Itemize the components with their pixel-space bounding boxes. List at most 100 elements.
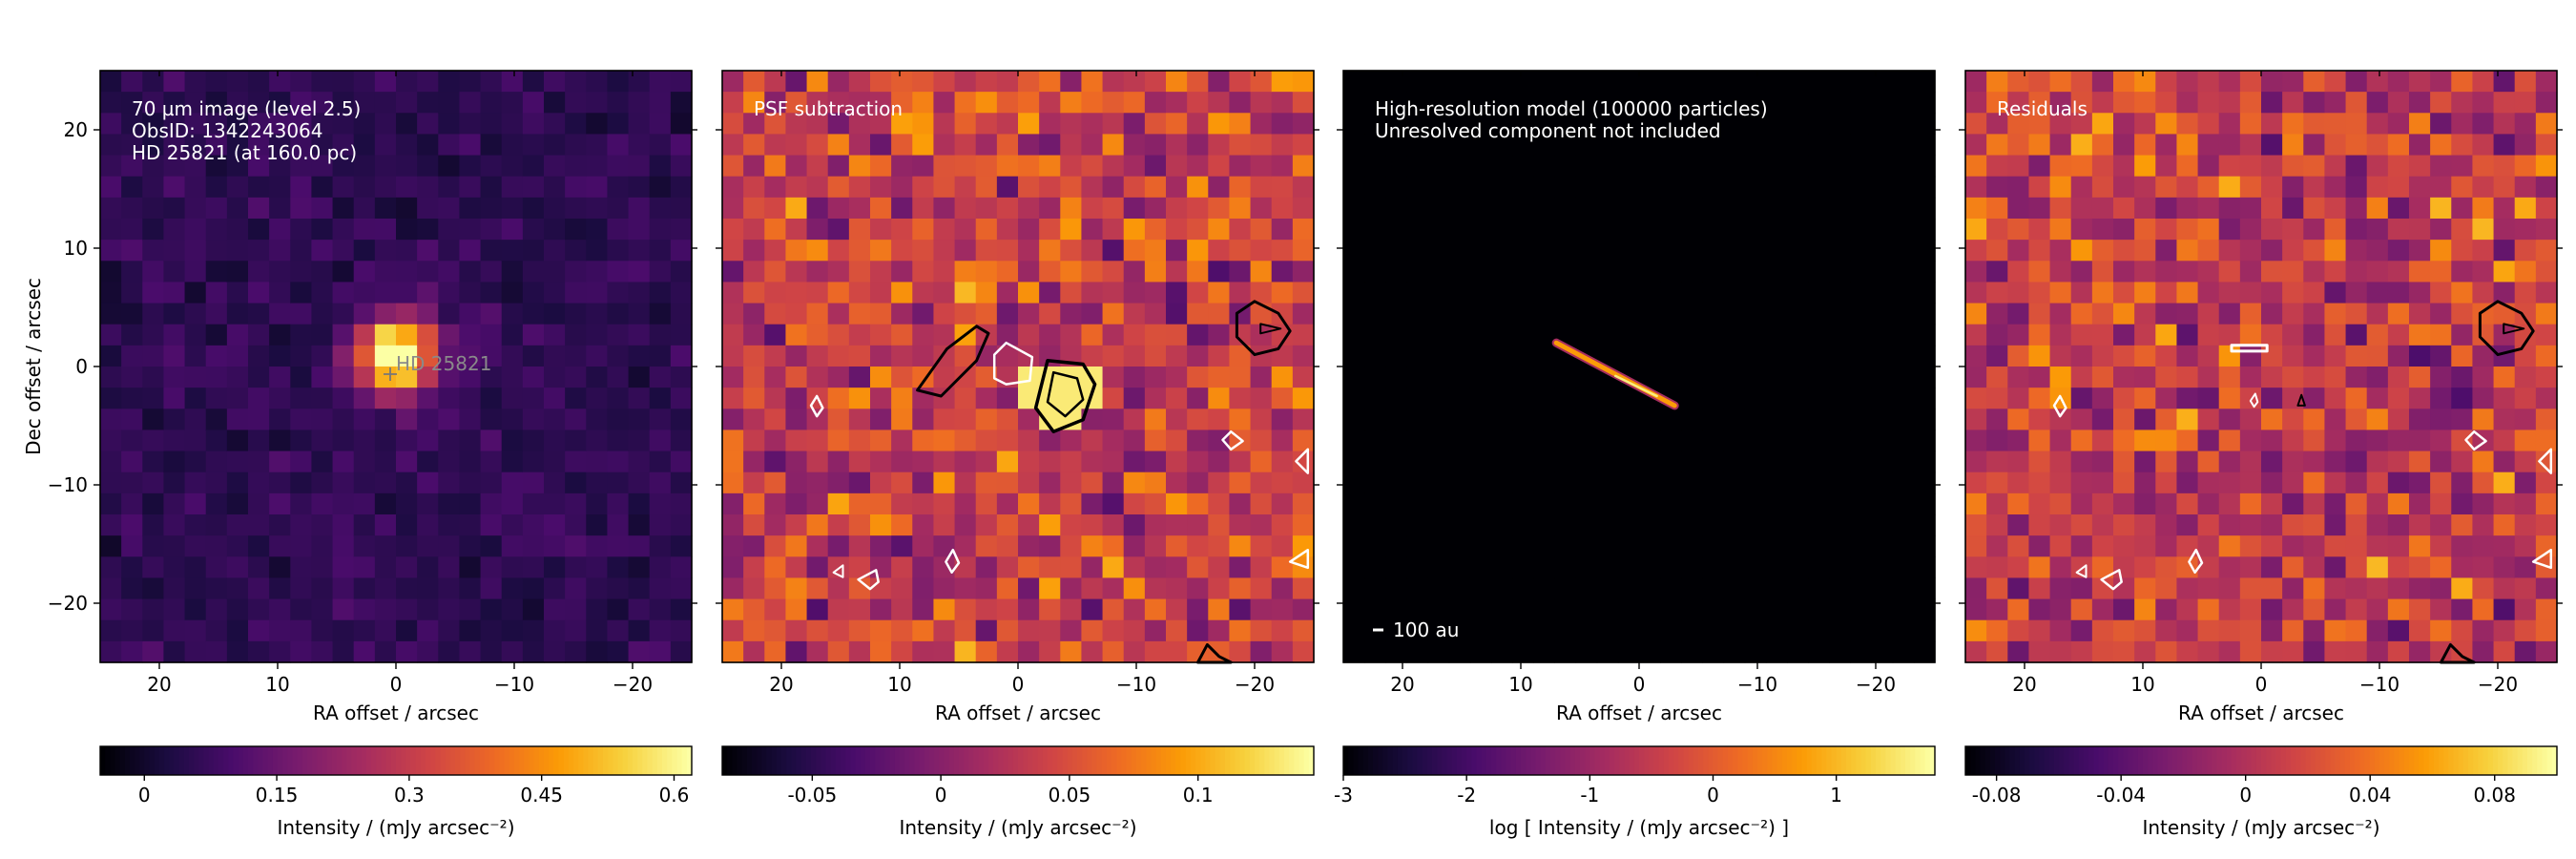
heatmap-cell	[311, 577, 334, 600]
heatmap-cell	[544, 556, 566, 579]
heatmap-cell	[1385, 556, 1408, 579]
heatmap-cell	[1469, 155, 1492, 178]
heatmap-cell	[1469, 71, 1492, 93]
colorbar-segment	[1644, 746, 1650, 775]
panel-annotation: PSF subtraction	[754, 97, 903, 120]
heatmap-cell	[1986, 303, 2008, 325]
heatmap-cell	[1617, 492, 1640, 515]
heatmap-cell	[290, 409, 313, 431]
heatmap-cell	[374, 240, 397, 262]
heatmap-cell	[1060, 450, 1083, 473]
heatmap-cell	[1850, 176, 1873, 199]
colorbar-segment	[2275, 746, 2282, 775]
heatmap-cell	[2514, 535, 2537, 557]
y-tick-label: 20	[64, 118, 88, 141]
heatmap-cell	[1187, 471, 1209, 494]
heatmap-cell	[649, 303, 672, 325]
heatmap-cell	[2239, 92, 2262, 114]
heatmap-cell	[1554, 176, 1577, 199]
heatmap-cell	[1102, 367, 1125, 388]
heatmap-cell	[996, 345, 1019, 367]
heatmap-cell	[996, 577, 1019, 600]
heatmap-cell	[1787, 556, 1809, 579]
heatmap-cell	[2366, 598, 2389, 621]
heatmap-cell	[480, 282, 503, 304]
heatmap-cell	[1039, 282, 1061, 304]
heatmap-cell	[1491, 71, 1513, 93]
colorbar-segment	[1451, 746, 1458, 775]
heatmap-cell	[848, 450, 871, 473]
heatmap-cell	[1144, 640, 1167, 663]
heatmap-cell	[764, 155, 787, 178]
heatmap-cell	[1448, 113, 1471, 136]
colorbar-segment	[968, 746, 975, 775]
heatmap-cell	[2218, 261, 2241, 283]
heatmap-cell	[996, 303, 1019, 325]
colorbar-segment	[2291, 746, 2296, 775]
heatmap-cell	[2070, 282, 2093, 304]
heatmap-cell	[2430, 282, 2452, 304]
colorbar-segment	[732, 746, 738, 775]
heatmap-cell	[1986, 282, 2008, 304]
heatmap-cell	[1892, 71, 1915, 93]
heatmap-cell	[1144, 324, 1167, 346]
heatmap-cell	[1965, 388, 1987, 409]
heatmap-cell	[2070, 155, 2093, 178]
heatmap-cell	[1596, 492, 1619, 515]
heatmap-cell	[1102, 619, 1125, 642]
heatmap-cell	[2535, 471, 2558, 494]
heatmap-cell	[501, 176, 524, 199]
heatmap-cell	[2134, 535, 2156, 557]
heatmap-cell	[1660, 577, 1682, 600]
heatmap-cell	[1271, 71, 1294, 93]
colorbar-segment	[2137, 746, 2144, 775]
heatmap-cell	[954, 577, 977, 600]
heatmap-cell	[2409, 155, 2431, 178]
heatmap-cell	[396, 492, 418, 515]
colorbar-segment	[1485, 746, 1492, 775]
heatmap-cell	[827, 345, 850, 367]
heatmap-cell	[2345, 388, 2368, 409]
x-tick-label: 10	[1508, 673, 1532, 696]
heatmap-cell	[1871, 430, 1894, 452]
colorbar-segment	[1057, 746, 1064, 775]
heatmap-cell	[2535, 430, 2558, 452]
heatmap-cell	[2430, 388, 2452, 409]
colorbar-segment	[1348, 746, 1354, 775]
heatmap-cell	[100, 92, 122, 114]
heatmap-cell	[806, 176, 829, 199]
heatmap-cell	[1512, 556, 1534, 579]
colorbar-segment	[331, 746, 338, 775]
heatmap-cell	[607, 197, 630, 220]
heatmap-cell	[1986, 492, 2008, 515]
heatmap-cell	[1965, 71, 1987, 93]
heatmap-cell	[184, 598, 207, 621]
heatmap-cell	[2324, 450, 2347, 473]
heatmap-cell	[1723, 240, 1746, 262]
heatmap-cell	[2091, 345, 2114, 367]
colorbar-tick-label: 0.05	[1049, 784, 1091, 807]
heatmap-cell	[1723, 155, 1746, 178]
heatmap-cell	[2345, 240, 2368, 262]
panel-annotation: High-resolution model (100000 particles)	[1375, 97, 1768, 120]
heatmap-cell	[1850, 535, 1873, 557]
heatmap-cell	[1986, 134, 2008, 157]
heatmap-cell	[2007, 409, 2030, 431]
colorbar-segment	[1880, 746, 1886, 775]
heatmap-cell	[1744, 598, 1767, 621]
heatmap-cell	[100, 619, 122, 642]
colorbar-segment	[1392, 746, 1399, 775]
heatmap-cell	[1660, 303, 1682, 325]
colorbar-segment	[1580, 746, 1586, 775]
heatmap-cell	[480, 619, 503, 642]
heatmap-cell	[121, 261, 143, 283]
heatmap-cell	[374, 640, 397, 663]
heatmap-cell	[1660, 92, 1682, 114]
heatmap-cell	[1187, 535, 1209, 557]
heatmap-cell	[480, 514, 503, 536]
heatmap-cell	[438, 261, 461, 283]
panel-annotation: Unresolved component not included	[1375, 119, 1721, 142]
heatmap-cell	[2493, 282, 2516, 304]
heatmap-cell	[2197, 324, 2220, 346]
